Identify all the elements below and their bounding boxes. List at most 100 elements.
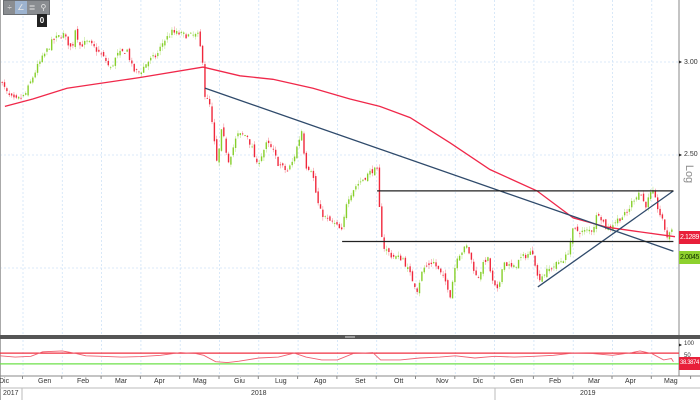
candle-body xyxy=(529,251,532,255)
candle-body xyxy=(206,98,209,100)
candle-body xyxy=(595,215,598,229)
candle-body xyxy=(649,192,652,199)
month-label: Feb xyxy=(549,378,562,385)
candle-body xyxy=(640,194,642,196)
candle-body xyxy=(239,133,242,136)
candle-body xyxy=(190,32,192,34)
candle-body xyxy=(661,214,664,219)
candle-body xyxy=(385,249,388,251)
candle-body xyxy=(508,264,510,266)
candle-body xyxy=(333,223,336,224)
candle-body xyxy=(534,255,536,266)
candle-body xyxy=(253,144,256,158)
candle-body xyxy=(482,262,484,274)
candle-body xyxy=(489,258,491,272)
month-label: Apr xyxy=(625,378,636,385)
candle-body xyxy=(185,34,187,39)
month-label: Mag xyxy=(664,378,678,385)
zero-button[interactable]: 0 xyxy=(37,14,47,27)
month-label: Apr xyxy=(154,378,165,385)
month-label: Gen xyxy=(510,378,524,385)
trendlines[interactable] xyxy=(204,87,674,288)
price-tick-label: 3.00 xyxy=(684,59,698,66)
candle-body xyxy=(55,35,58,38)
candle-body xyxy=(477,277,480,278)
candle-body xyxy=(183,32,185,34)
candle-body xyxy=(609,225,612,228)
candle-body xyxy=(277,156,279,167)
candle-body xyxy=(666,230,668,238)
candle-body xyxy=(17,96,20,99)
candle-body xyxy=(305,152,308,169)
candle-body xyxy=(463,246,466,253)
candle-body xyxy=(614,222,616,224)
candle-body xyxy=(258,162,260,164)
candle-body xyxy=(374,167,376,176)
zoom-icon[interactable]: ⚲ xyxy=(40,3,47,12)
crosshair-icon[interactable]: ÷ xyxy=(7,3,12,12)
candle-body xyxy=(576,226,579,231)
candle-body xyxy=(590,230,593,232)
tick-marker xyxy=(679,343,682,347)
candle-body xyxy=(458,255,461,261)
candle-body xyxy=(303,133,305,154)
tick-marker xyxy=(679,60,682,64)
rsi-tick-label: 50 xyxy=(684,353,691,359)
candle-body xyxy=(119,50,121,56)
candle-body xyxy=(411,271,414,282)
candle-body xyxy=(88,41,91,42)
candle-body xyxy=(50,39,53,51)
candle-body xyxy=(124,53,126,54)
candle-body xyxy=(414,283,416,288)
candle-body xyxy=(286,170,289,172)
month-label: Feb xyxy=(77,378,90,385)
uptrend-line[interactable] xyxy=(537,190,674,288)
candle-body xyxy=(145,64,147,68)
downtrend-line[interactable] xyxy=(204,87,674,252)
candle-body xyxy=(588,229,591,232)
candle-body xyxy=(48,48,51,50)
candle-body xyxy=(166,36,168,40)
candle-body xyxy=(246,135,249,137)
candle-body xyxy=(249,139,251,145)
candle-body xyxy=(583,230,586,232)
candle-body xyxy=(343,216,345,228)
candle-body xyxy=(487,257,489,261)
candle-body xyxy=(216,139,218,161)
candle-body xyxy=(565,254,567,261)
list-icon[interactable]: ≣ xyxy=(28,3,36,12)
candle-body xyxy=(197,32,199,34)
month-label: Dic xyxy=(0,378,10,385)
candle-body xyxy=(623,212,626,216)
candle-body xyxy=(159,46,161,52)
candle-body xyxy=(227,153,230,163)
candle-body xyxy=(376,167,378,169)
candle-body xyxy=(65,34,67,37)
candle-body xyxy=(225,138,227,153)
candle-body xyxy=(491,270,494,281)
candle-body xyxy=(154,55,157,58)
month-label: Nov xyxy=(436,378,449,385)
candle-body xyxy=(456,258,458,269)
log-scale-label[interactable]: Log xyxy=(683,164,696,184)
candle-body xyxy=(633,200,635,202)
candle-body xyxy=(105,57,107,61)
candle-body xyxy=(22,94,25,97)
draw-pen-icon[interactable]: ∠ xyxy=(15,1,27,14)
candle-body xyxy=(659,208,661,216)
candle-body xyxy=(282,163,284,166)
candle-body xyxy=(383,237,385,249)
candle-body xyxy=(404,257,407,267)
chart-toolbar: ÷ ∠ ≣ ⚲ xyxy=(3,0,50,15)
candle-body xyxy=(135,69,138,70)
candle-body xyxy=(423,267,425,273)
candle-body xyxy=(131,60,133,64)
candle-body xyxy=(260,156,263,162)
candle-body xyxy=(395,256,397,259)
candle-body xyxy=(350,195,352,201)
candle-body xyxy=(510,262,513,267)
candle-body xyxy=(671,229,673,232)
candle-body xyxy=(557,262,560,264)
